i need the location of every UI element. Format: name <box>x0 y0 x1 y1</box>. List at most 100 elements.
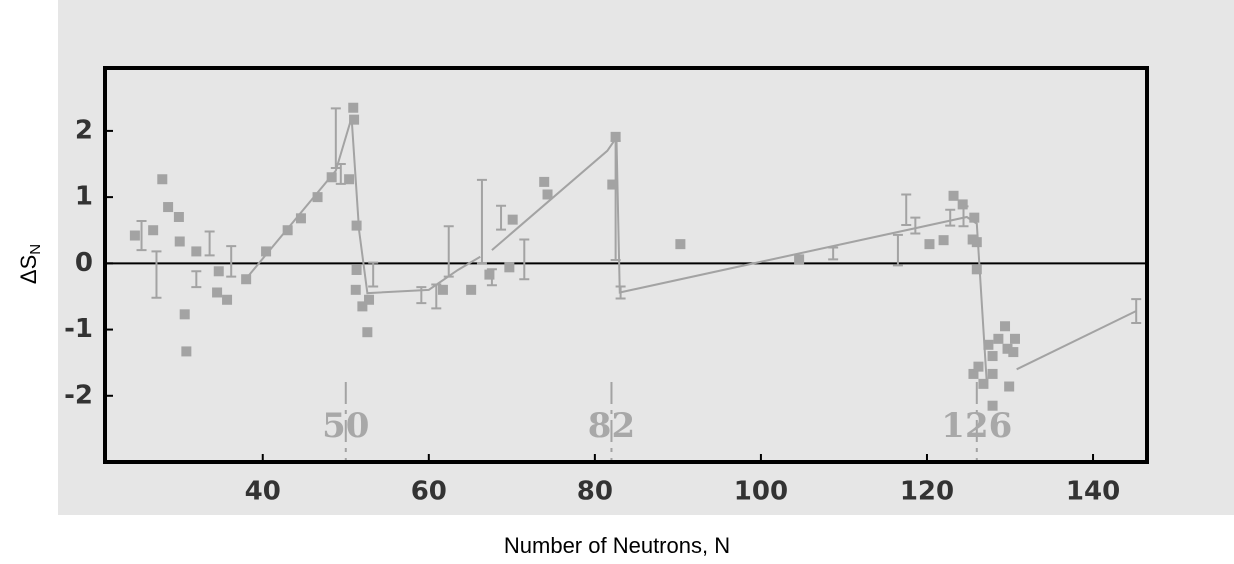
error-bar <box>204 230 215 257</box>
error-bar <box>191 270 202 289</box>
y-axis-label: ΔSN <box>16 244 44 284</box>
error-bar <box>615 285 626 300</box>
data-point <box>350 284 361 295</box>
data-point <box>174 236 185 247</box>
error-bar <box>828 246 839 261</box>
x-axis-label: Number of Neutrons, N <box>504 533 730 558</box>
data-point <box>241 274 252 285</box>
data-point <box>191 246 202 257</box>
data-point <box>351 220 362 231</box>
error-bar <box>368 261 379 288</box>
error-bar <box>416 286 427 305</box>
data-point <box>969 212 980 223</box>
data-point <box>349 114 360 125</box>
data-point <box>1004 381 1015 392</box>
data-point <box>179 309 190 320</box>
data-point <box>484 269 495 280</box>
x-tick-label: 80 <box>577 477 613 507</box>
data-point <box>344 174 355 185</box>
data-point <box>1000 321 1011 332</box>
y-tick-label: 2 <box>75 115 93 145</box>
data-point <box>1002 343 1013 354</box>
data-point <box>675 239 686 250</box>
error-bar <box>431 283 442 310</box>
x-tick-label: 100 <box>734 477 788 507</box>
magic-number-label: 82 <box>588 406 635 446</box>
data-point <box>987 368 998 379</box>
trend-line <box>247 117 481 295</box>
y-axis-label-subscript: N <box>27 244 44 255</box>
error-bar <box>892 233 903 267</box>
data-point <box>507 214 518 225</box>
plot-frame <box>103 66 1149 464</box>
data-point <box>987 400 998 411</box>
error-bar <box>136 219 147 252</box>
error-bar <box>226 245 237 278</box>
data-point <box>610 131 621 142</box>
data-point <box>987 351 998 362</box>
y-tick-label: 1 <box>75 182 93 212</box>
data-point <box>437 284 448 295</box>
data-point <box>261 246 272 257</box>
data-point <box>971 264 982 275</box>
x-tick-label: 40 <box>245 477 281 507</box>
data-point <box>348 102 359 113</box>
data-point <box>948 190 959 201</box>
data-point <box>282 225 293 236</box>
data-point <box>148 225 159 236</box>
data-point <box>466 284 477 295</box>
data-point <box>971 237 982 248</box>
data-point <box>362 327 373 338</box>
data-point <box>924 239 935 250</box>
error-bar <box>1131 298 1142 324</box>
error-bar <box>476 178 487 265</box>
data-point <box>157 174 168 185</box>
chart-background <box>58 0 1234 515</box>
data-point <box>938 235 949 246</box>
data-point <box>312 192 323 203</box>
data-point <box>213 266 224 277</box>
error-bar <box>443 225 454 278</box>
data-point <box>364 294 375 305</box>
magic-number-label: 126 <box>941 406 1012 446</box>
y-tick-label: -2 <box>64 380 93 410</box>
error-bar <box>910 216 921 235</box>
data-point <box>957 199 968 210</box>
error-bar <box>330 107 341 169</box>
x-tick-label: 60 <box>411 477 447 507</box>
y-tick-label: 0 <box>75 248 93 278</box>
data-point <box>504 262 515 273</box>
x-tick-label: 120 <box>900 477 954 507</box>
error-bar <box>151 250 162 299</box>
data-point <box>357 301 368 312</box>
data-point <box>222 294 233 305</box>
error-bar <box>519 238 530 281</box>
data-point <box>542 189 553 200</box>
data-point <box>607 179 618 190</box>
data-point <box>351 264 362 275</box>
data-point <box>181 346 192 357</box>
data-point <box>993 333 1004 344</box>
trend-line <box>1016 310 1137 371</box>
data-point <box>212 287 223 298</box>
data-point <box>539 176 550 187</box>
data-point <box>1008 347 1019 358</box>
data-point <box>968 368 979 379</box>
y-axis-label-main: ΔS <box>16 255 41 284</box>
magic-number-label: 50 <box>322 406 369 446</box>
data-point <box>1009 333 1020 344</box>
data-point <box>173 211 184 222</box>
y-tick-label: -1 <box>64 314 93 344</box>
data-point <box>129 230 140 241</box>
data-point <box>973 361 984 372</box>
error-bar <box>901 193 912 226</box>
data-point <box>326 172 337 183</box>
data-point <box>295 213 306 224</box>
data-point <box>163 202 174 213</box>
error-bar <box>496 204 507 231</box>
data-point <box>983 339 994 350</box>
error-bar <box>945 208 956 227</box>
data-point <box>794 254 805 265</box>
